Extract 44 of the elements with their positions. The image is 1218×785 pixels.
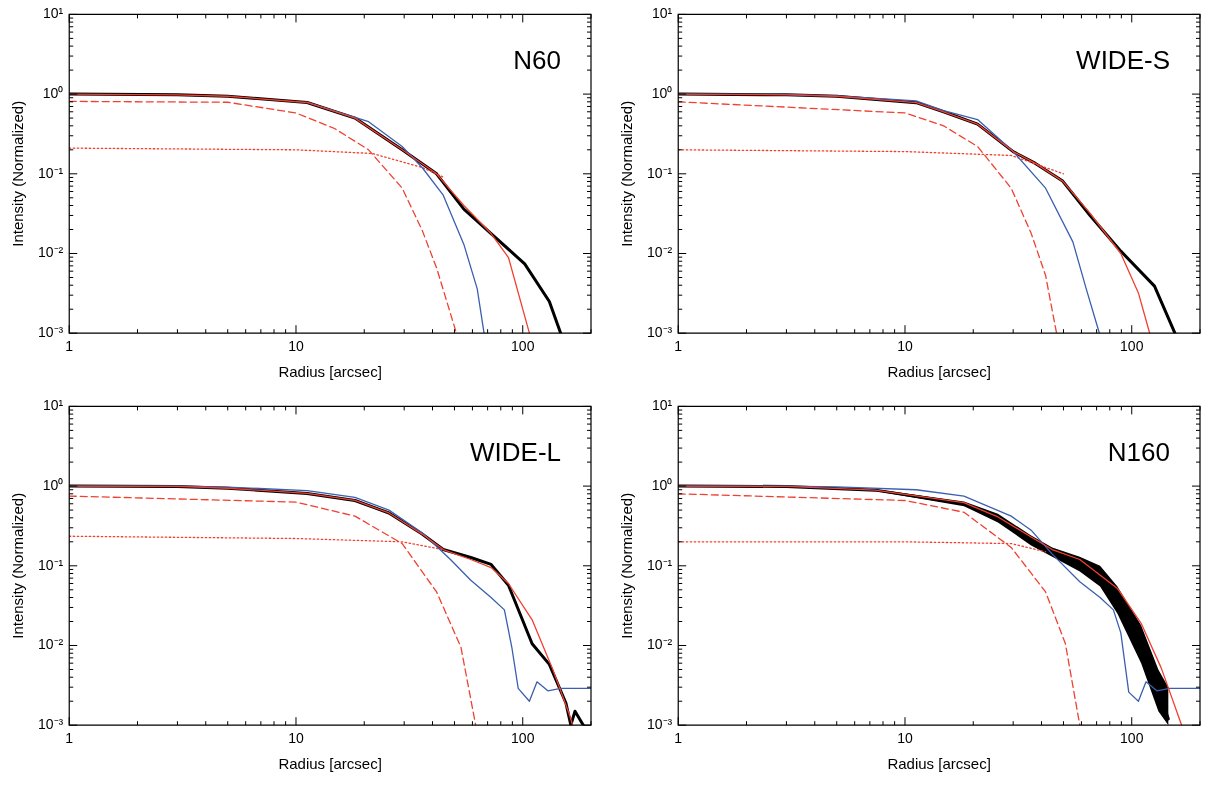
y-tick-label: 10⁻² (647, 244, 673, 261)
x-tick-label: 100 (1120, 338, 1144, 355)
y-tick-label: 10⁻³ (647, 716, 673, 733)
x-tick-label: 10 (897, 730, 913, 747)
y-tick-label: 10⁻¹ (38, 164, 64, 181)
x-tick-label: 100 (1120, 730, 1144, 747)
y-tick-label: 10⁻¹ (647, 164, 673, 181)
annotation: WIDE-S (1076, 44, 1170, 75)
x-tick-label: 100 (511, 730, 535, 747)
x-tick-label: 1 (65, 730, 74, 747)
annotation: N160 (1107, 436, 1170, 467)
y-axis-title: Intensity (Normalized) (618, 492, 636, 639)
y-tick-label: 10⁰ (651, 84, 673, 101)
y-tick-label: 10¹ (652, 397, 673, 414)
y-tick-label: 10¹ (43, 397, 64, 414)
x-tick-label: 1 (674, 338, 683, 355)
y-tick-label: 10⁻¹ (647, 556, 673, 573)
y-tick-label: 10¹ (43, 5, 64, 22)
y-axis-title: Intensity (Normalized) (9, 492, 27, 639)
x-axis-title: Radius [arcsec] (278, 363, 382, 381)
x-tick-label: 10 (288, 338, 304, 355)
x-tick-label: 100 (511, 338, 535, 355)
x-tick-label: 1 (674, 730, 683, 747)
y-tick-label: 10⁻³ (38, 324, 64, 341)
y-tick-label: 10⁻² (38, 636, 64, 653)
y-tick-label: 10⁰ (42, 84, 64, 101)
x-tick-label: 1 (65, 338, 74, 355)
y-tick-label: 10⁰ (651, 476, 673, 493)
y-tick-label: 10¹ (652, 5, 673, 22)
y-tick-label: 10⁻² (647, 636, 673, 653)
y-tick-label: 10⁻¹ (38, 556, 64, 573)
x-axis-title: Radius [arcsec] (887, 755, 991, 773)
x-axis-title: Radius [arcsec] (887, 363, 991, 381)
y-axis-title: Intensity (Normalized) (618, 100, 636, 247)
x-tick-label: 10 (897, 338, 913, 355)
y-axis-title: Intensity (Normalized) (9, 100, 27, 247)
annotation: N60 (513, 44, 561, 75)
y-tick-label: 10⁰ (42, 476, 64, 493)
y-tick-label: 10⁻³ (38, 716, 64, 733)
annotation: WIDE-L (470, 436, 561, 467)
x-tick-label: 10 (288, 730, 304, 747)
y-tick-label: 10⁻² (38, 244, 64, 261)
x-axis-title: Radius [arcsec] (278, 755, 382, 773)
y-tick-label: 10⁻³ (647, 324, 673, 341)
